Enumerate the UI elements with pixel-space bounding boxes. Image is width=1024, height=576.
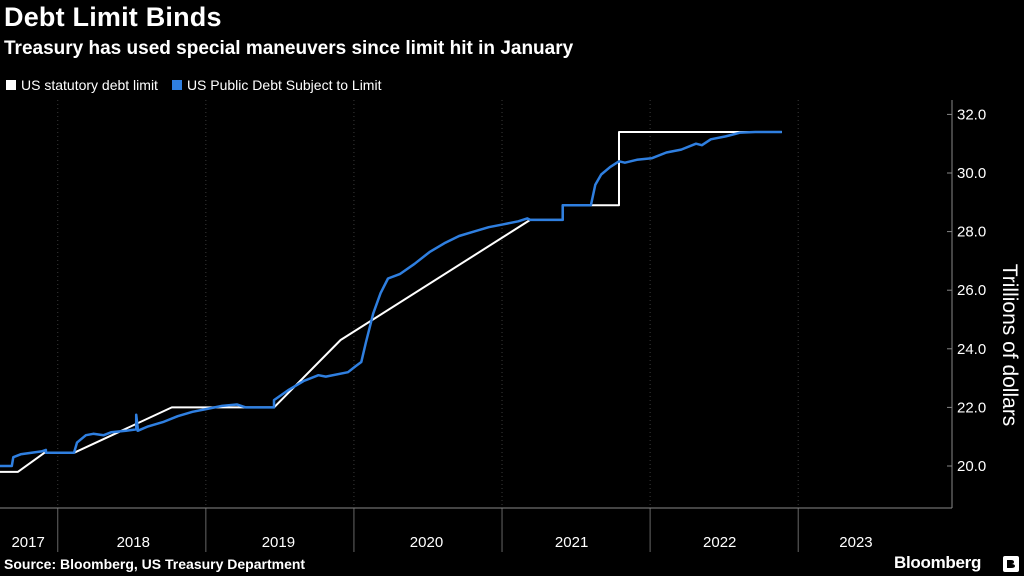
legend-swatch-white: [6, 80, 16, 90]
source-note: Source: Bloomberg, US Treasury Departmen…: [4, 556, 306, 572]
y-axis-title: Trillions of dollars: [998, 264, 1021, 427]
y-tick-label-6: 32.0: [957, 106, 986, 123]
y-tick-label-5: 30.0: [957, 165, 986, 182]
chart-subtitle: Treasury has used special maneuvers sinc…: [4, 38, 574, 59]
x-tick-label-2017: 2017: [11, 534, 44, 551]
bloomberg-logo: Bloomberg: [894, 553, 982, 572]
legend-label-debt-limit: US statutory debt limit: [21, 77, 158, 93]
y-tick-label-4: 28.0: [957, 224, 986, 241]
legend-label-public-debt: US Public Debt Subject to Limit: [186, 77, 382, 93]
series-line-debt-limit: [0, 131, 782, 473]
y-tick-label-1: 22.0: [957, 399, 986, 416]
axis-layer: 20.0 22.0 24.0 26.0 28.0 30.0 32.0 2017 2018 2019…: [0, 100, 986, 552]
x-tick-label-2020: 2020: [410, 534, 443, 551]
y-tick-label-2: 24.0: [957, 341, 986, 358]
legend-item-public-debt: US Public Debt Subject to Limit: [171, 77, 382, 93]
legend-swatch-blue: [171, 80, 182, 90]
chart-title: Debt Limit Binds: [4, 2, 222, 32]
x-tick-label-2023: 2023: [839, 534, 872, 551]
legend: US statutory debt limit US Public Debt S…: [6, 77, 395, 93]
x-tick-label-2018: 2018: [117, 534, 150, 551]
bloomberg-logo-icon: [1003, 556, 1019, 572]
grid-layer: [57, 100, 799, 508]
x-tick-label-2022: 2022: [703, 534, 736, 551]
series-layer: [0, 130, 782, 473]
y-tick-label-0: 20.0: [957, 458, 986, 475]
series-line-public-debt: [0, 130, 782, 468]
y-tick-label-3: 26.0: [957, 282, 986, 299]
x-tick-label-2021: 2021: [555, 534, 588, 551]
legend-item-debt-limit: US statutory debt limit: [6, 77, 158, 93]
x-tick-label-2019: 2019: [262, 534, 295, 551]
